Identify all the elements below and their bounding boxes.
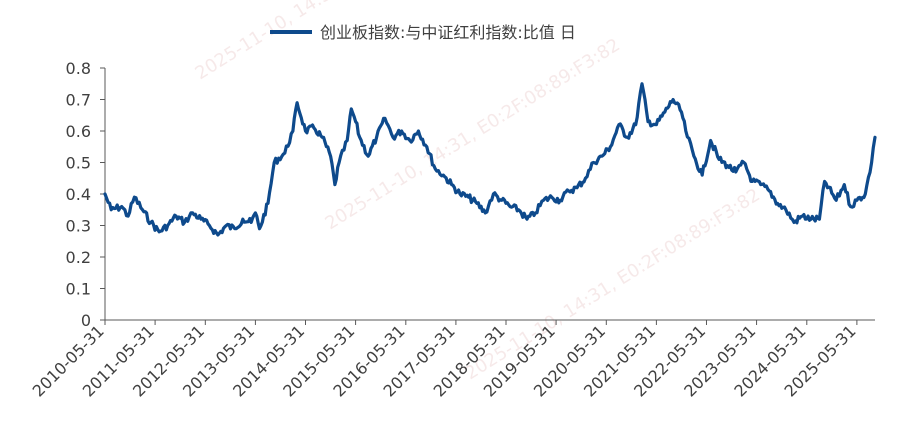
y-tick-label: 0.6 (66, 122, 91, 141)
y-tick-label: 0.2 (66, 248, 91, 267)
legend: 创业板指数:与中证红利指数:比值 日 (270, 23, 576, 42)
x-ticks: 2010-05-312011-05-312012-05-312013-05-31… (29, 320, 860, 401)
series-layer (103, 82, 877, 237)
y-tick-label: 0.7 (66, 91, 91, 110)
y-tick-label: 0.3 (66, 217, 91, 236)
y-tick-label: 0 (81, 311, 91, 330)
y-tick-label: 0.4 (66, 185, 91, 204)
watermark-text: 2025-11-10, 14:31, E0:2F:08:89:F3:82 (322, 34, 624, 234)
y-tick-label: 0.8 (66, 59, 91, 78)
legend-label: 创业板指数:与中证红利指数:比值 日 (320, 23, 576, 42)
y-tick-label: 0.5 (66, 154, 91, 173)
watermark-layer: 2025-11-10, 14:31, E0:2F:08:89:F3:822025… (192, 0, 764, 384)
series-line (103, 82, 877, 237)
watermark-text: 2025-11-10, 14:31, E0:2F:08:89:F3:82 (192, 0, 494, 84)
axes (104, 68, 875, 321)
y-tick-label: 0.1 (66, 280, 91, 299)
y-ticks: 0 0.1 0.2 0.3 0.4 0.5 0.6 0.7 0.8 (66, 59, 105, 330)
